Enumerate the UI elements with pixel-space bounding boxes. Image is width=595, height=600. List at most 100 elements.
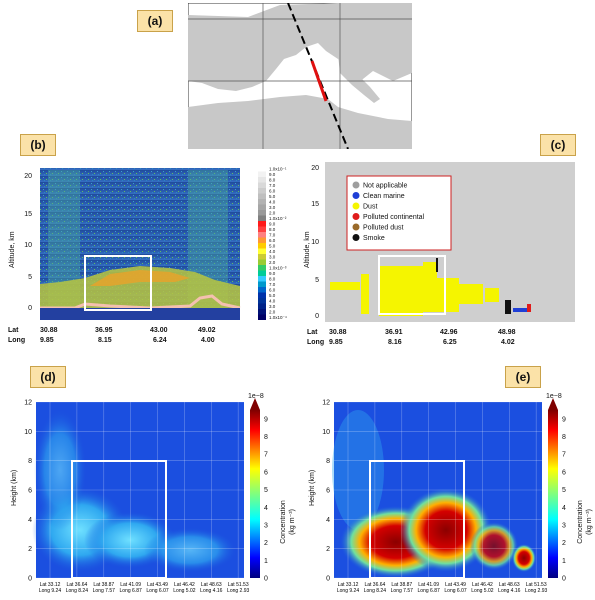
legend-marker bbox=[352, 181, 360, 189]
colorbar-tick: 9.0 bbox=[269, 222, 276, 227]
colorbar-swatch bbox=[258, 292, 266, 298]
panel-b-ytick: 0 bbox=[28, 305, 32, 312]
colorbar-tick: 6.0 bbox=[269, 288, 276, 293]
xtick-long: Long 7.57 bbox=[93, 588, 115, 594]
colorbar-tick: 6.0 bbox=[269, 238, 276, 243]
curtain-c-highlight-box bbox=[378, 255, 446, 315]
legend-label: Not applicable bbox=[363, 183, 407, 190]
colorbar-tick: 3.0 bbox=[269, 255, 276, 260]
cbar-tick: 6 bbox=[562, 469, 566, 476]
colorbar-tick: 6.0 bbox=[269, 189, 276, 194]
colorbar-swatch bbox=[258, 265, 266, 271]
cbar-tick: 0 bbox=[562, 576, 566, 583]
colorbar-tick: 8.0 bbox=[269, 227, 276, 232]
ytick-label: 6 bbox=[326, 488, 330, 495]
colorbar-tick: 9.0 bbox=[269, 271, 276, 276]
panel-d-cbar-label: Concentration bbox=[280, 500, 287, 544]
colorbar-swatch bbox=[258, 199, 266, 205]
panel-b-long-tick: 9.85 bbox=[40, 337, 54, 344]
colorbar-swatch bbox=[258, 221, 266, 227]
xtick-lat: Lat 48.63 bbox=[201, 582, 222, 588]
legend-marker bbox=[352, 234, 360, 241]
cbar-tick: 2 bbox=[264, 540, 268, 547]
colorbar-tick: 2.0 bbox=[269, 260, 276, 265]
colorbar-swatch bbox=[258, 287, 266, 293]
cbar-tick: 4 bbox=[562, 505, 566, 512]
xtick-long: Long 5.02 bbox=[471, 588, 493, 594]
cbar-tick: 6 bbox=[264, 469, 268, 476]
cbar-tick: 8 bbox=[562, 434, 566, 441]
legend-marker bbox=[352, 223, 360, 231]
xtick-lat: Lat 51.53 bbox=[228, 582, 249, 588]
ytick-label: 12 bbox=[322, 400, 330, 407]
cbar-tick: 4 bbox=[264, 505, 268, 512]
xtick-long: Long 8.24 bbox=[364, 588, 386, 594]
cbar-tick: 7 bbox=[264, 452, 268, 459]
ytick-label: 12 bbox=[24, 400, 32, 407]
panel-d-colorbar bbox=[250, 410, 260, 578]
xtick-lat: Lat 46.42 bbox=[472, 582, 493, 588]
panel-e-cbar-label: Concentration bbox=[577, 500, 584, 544]
legend-marker bbox=[352, 213, 360, 220]
panel-c-lat-tick: 36.91 bbox=[385, 329, 403, 336]
legend-label: Smoke bbox=[363, 235, 385, 242]
xtick-lat: Lat 38.87 bbox=[391, 582, 412, 588]
xtick-long: Long 9.24 bbox=[39, 588, 61, 594]
xtick-lat: Lat 48.63 bbox=[499, 582, 520, 588]
cbar-tick: 5 bbox=[562, 487, 566, 494]
colorbar-tick: 3.0 bbox=[269, 205, 276, 210]
colorbar-tick: 8.0 bbox=[269, 178, 276, 183]
panel-e-label: (e) bbox=[505, 366, 541, 388]
panel-b-lat-tick: 30.88 bbox=[40, 327, 58, 334]
panel-b-long-tick: 8.15 bbox=[98, 337, 112, 344]
ytick-label: 10 bbox=[24, 429, 32, 436]
colorbar-tick: 7.0 bbox=[269, 233, 276, 238]
ytick-label: 10 bbox=[322, 429, 330, 436]
panel-c-long-tick: 4.02 bbox=[501, 339, 515, 346]
panel-c-lat-tick: 42.96 bbox=[440, 329, 458, 336]
panel-b-lat-tick: 43.00 bbox=[150, 327, 168, 334]
xtick-long: Long 4.16 bbox=[498, 588, 520, 594]
colorbar-swatch bbox=[258, 210, 266, 216]
colorbar-swatch bbox=[258, 166, 266, 172]
cbar-tick: 3 bbox=[562, 522, 566, 529]
panel-b-lat-tick: 36.95 bbox=[95, 327, 113, 334]
xtick-lat: Lat 46.42 bbox=[174, 582, 195, 588]
panel-c-label: (c) bbox=[540, 134, 576, 156]
colorbar-swatch bbox=[258, 254, 266, 260]
legend-marker bbox=[352, 202, 360, 210]
xtick-lat: Lat 43.49 bbox=[147, 582, 168, 588]
colorbar-swatch bbox=[258, 243, 266, 249]
cbar-tick: 0 bbox=[264, 576, 268, 583]
xtick-long: Long 2.93 bbox=[525, 588, 547, 594]
xtick-lat: Lat 43.49 bbox=[445, 582, 466, 588]
heatmap-e-highlight-box bbox=[369, 460, 465, 579]
satellite-track-highlight bbox=[310, 60, 328, 102]
curtain-c-legend bbox=[346, 175, 452, 251]
panel-c-long-tick: 8.16 bbox=[388, 339, 402, 346]
panel-c-ytick: 0 bbox=[315, 313, 319, 320]
panel-b-ytick: 15 bbox=[24, 211, 32, 218]
panel-d-cbar-exp: 1e−8 bbox=[248, 393, 264, 400]
panel-b-ytick: 5 bbox=[28, 274, 32, 281]
colorbar-tick: 9.0 bbox=[269, 172, 276, 177]
panel-e-cbar-unit: (kg m⁻³) bbox=[586, 509, 593, 535]
xtick-lat: Lat 33.12 bbox=[40, 582, 61, 588]
ytick-label: 4 bbox=[28, 517, 32, 524]
map-land-africa bbox=[188, 95, 412, 149]
ytick-label: 0 bbox=[326, 576, 330, 583]
xtick-lat: Lat 38.87 bbox=[93, 582, 114, 588]
legend-label: Polluted dust bbox=[363, 225, 404, 232]
colorbar-swatch bbox=[258, 171, 266, 177]
ytick-label: 6 bbox=[28, 488, 32, 495]
ytick-label: 8 bbox=[28, 458, 32, 465]
legend-marker bbox=[352, 192, 360, 199]
panel-e-cbar-exp: 1e−8 bbox=[546, 393, 562, 400]
colorbar-tick: 4.0 bbox=[269, 200, 276, 205]
panel-c-curtain: Not applicable Clean marine Dust Polluted c… bbox=[304, 162, 575, 346]
xtick-long: Long 7.57 bbox=[391, 588, 413, 594]
panel-b-colorbar: 1.0x10⁻¹9.08.07.06.05.04.03.02.01.0x10⁻²… bbox=[258, 166, 287, 320]
xtick-long: Long 6.87 bbox=[418, 588, 440, 594]
